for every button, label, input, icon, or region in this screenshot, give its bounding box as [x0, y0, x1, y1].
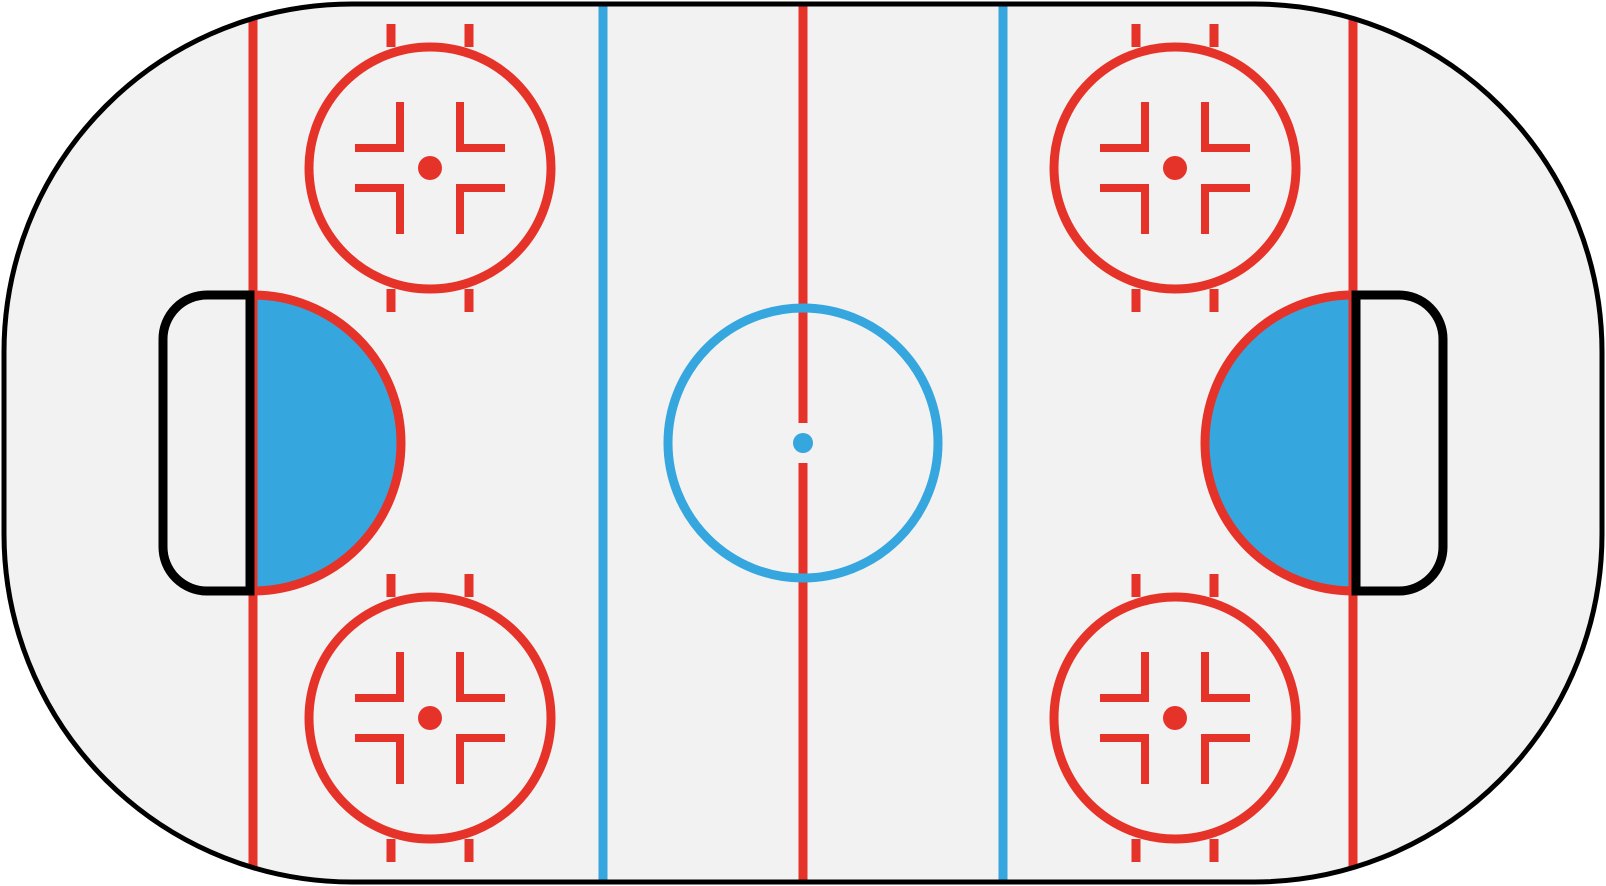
goal-net-left: [158, 290, 255, 596]
center-faceoff-dot: [793, 433, 813, 453]
goal-crease-right: [1200, 290, 1358, 596]
goal-net-right: [1351, 290, 1448, 596]
center-faceoff-circle: [663, 303, 943, 583]
goal-crease-left: [248, 290, 406, 596]
